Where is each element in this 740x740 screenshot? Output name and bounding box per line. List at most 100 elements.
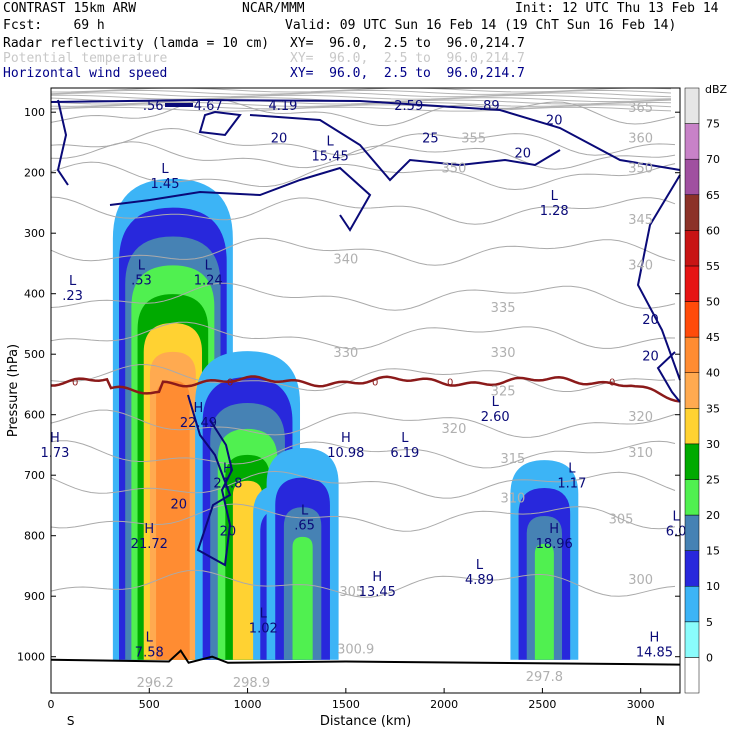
theta-label-14: 315: [501, 452, 526, 467]
freezing-level-line: [51, 375, 680, 403]
theta-isentrope-340: [50, 237, 676, 266]
extrema-value-6: 22.49: [180, 416, 217, 431]
extrema-value-12: 1.17: [557, 476, 586, 491]
model-title: CONTRAST 15km ARW: [3, 1, 137, 16]
freezing-level-label-3: 0: [447, 377, 453, 388]
theta-label-21: 296.2: [137, 676, 174, 691]
upper-theta-line-0: [50, 87, 672, 93]
theta-isentrope-335: [50, 282, 676, 311]
colorbar-swatch-6: [684, 443, 700, 480]
extrema-high-letter-6: H: [194, 401, 204, 416]
extrema-value-19: 1.02: [249, 622, 278, 637]
theta-isentrope-365: [50, 97, 676, 127]
upper-theta-line-6: [50, 101, 672, 107]
theta-isentrope-330: [50, 321, 676, 350]
wind-speed-contour-5: [636, 174, 681, 381]
wind-label-4: 20: [642, 313, 659, 328]
theta-label-11: 325: [491, 384, 516, 399]
field2-name: Potential temperature: [3, 51, 168, 66]
freezing-level-label-4: 0: [609, 377, 615, 388]
colorbar-level-15: 15: [706, 545, 720, 558]
colorbar-level-70: 70: [706, 153, 720, 166]
theta-isentrope-360: [50, 127, 676, 156]
colorbar-level-55: 55: [706, 260, 720, 273]
reflectivity-cell-4-20dbz: [534, 543, 554, 660]
wind-speed-contour-3: [249, 114, 561, 182]
extrema-value-0: 15.45: [312, 150, 349, 165]
field1-xy: XY= 96.0, 2.5 to 96.0,214.7: [290, 36, 525, 51]
extrema-low-letter-5: L: [69, 274, 77, 289]
extrema-value-1: 1.45: [151, 177, 180, 192]
theta-label-16: 310: [628, 446, 653, 461]
colorbar-level-35: 35: [706, 402, 720, 415]
colorbar-level-60: 60: [706, 224, 720, 237]
wind-label-0: 20: [271, 131, 288, 146]
jet-core-marker: [165, 103, 193, 107]
top-wind-label-1: 4.67: [194, 99, 223, 114]
x-tick-label-0: 0: [48, 698, 55, 711]
theta-label-8: 335: [491, 301, 516, 316]
valid-time: Valid: 09 UTC Sun 16 Feb 14 (19 ChT Sun …: [285, 18, 677, 33]
reflectivity-cell-3-20dbz: [292, 536, 313, 660]
x-end-label-left: S: [67, 714, 75, 728]
extrema-low-letter-2: L: [551, 189, 559, 204]
extrema-value-7: 2.60: [481, 410, 510, 425]
extrema-value-21: 14.85: [636, 646, 673, 661]
extrema-value-17: 4.89: [465, 573, 494, 588]
colorbar-swatch-13: [684, 194, 700, 231]
colorbar-swatch-5: [684, 479, 700, 516]
extrema-value-16: 21.72: [131, 537, 168, 552]
theta-label-4: 350: [628, 162, 653, 177]
theta-label-23: 297.8: [526, 670, 563, 685]
extrema-low-letter-7: L: [492, 395, 500, 410]
colorbar-level-40: 40: [706, 367, 720, 380]
colorbar-level-45: 45: [706, 331, 720, 344]
extrema-low-letter-0: L: [326, 135, 334, 150]
reflectivity-cell-0-40dbz: [156, 380, 190, 660]
colorbar-level-75: 75: [706, 118, 720, 131]
top-wind-label-2: 4.19: [268, 99, 297, 114]
y-tick-label-400: 400: [24, 288, 45, 301]
x-tick-label-3000: 3000: [627, 698, 655, 711]
extrema-value-11: 21.8: [213, 476, 242, 491]
theta-label-5: 345: [628, 213, 653, 228]
wind-label-1: 25: [422, 131, 439, 146]
theta-isentrope-305: [50, 503, 676, 532]
theta-label-2: 355: [461, 131, 486, 146]
theta-isentrope-300: [50, 569, 676, 598]
extrema-value-4: 1.24: [194, 274, 223, 289]
field1-name: Radar reflectivity (lamda = 10 cm): [3, 36, 270, 51]
x-tick-label-2500: 2500: [528, 698, 556, 711]
theta-isentrope-325: [50, 364, 676, 392]
extrema-value-10: 1.73: [40, 446, 69, 461]
colorbar-swatch-10: [684, 301, 700, 338]
top-wind-label-0: .56: [143, 99, 164, 114]
colorbar-swatch-16: [684, 87, 700, 124]
field3-name: Horizontal wind speed: [3, 66, 168, 81]
extrema-value-20: 7.58: [135, 646, 164, 661]
colorbar-level-65: 65: [706, 189, 720, 202]
theta-label-9: 330: [333, 346, 358, 361]
wind-speed-contour-0: [50, 98, 681, 171]
colorbar-swatch-9: [684, 336, 700, 373]
y-tick-label-1000: 1000: [17, 651, 45, 664]
top-wind-label-3: 2.59: [394, 99, 423, 114]
colorbar-swatch-8: [684, 372, 700, 409]
colorbar-swatch-14: [684, 158, 700, 196]
wind-label-7: 20: [220, 525, 237, 540]
upper-theta-line-2: [50, 92, 672, 98]
colorbar-swatch-1: [684, 621, 700, 658]
forecast-hour: Fcst: 69 h: [3, 18, 105, 33]
theta-label-10: 330: [491, 346, 516, 361]
x-tick-label-1000: 1000: [234, 698, 262, 711]
field2-xy: XY= 96.0, 2.5 to 96.0,214.7: [290, 51, 525, 66]
theta-label-20: 300.9: [337, 643, 374, 658]
field3-xy: XY= 96.0, 2.5 to 96.0,214.7: [290, 66, 525, 81]
init-time: Init: 12 UTC Thu 13 Feb 14: [515, 1, 719, 16]
colorbar-level-25: 25: [706, 473, 720, 486]
colorbar-swatch-2: [684, 585, 700, 623]
theta-label-17: 305: [609, 513, 634, 528]
upper-theta-line-3: [50, 94, 672, 100]
extrema-value-5: .23: [62, 289, 83, 304]
